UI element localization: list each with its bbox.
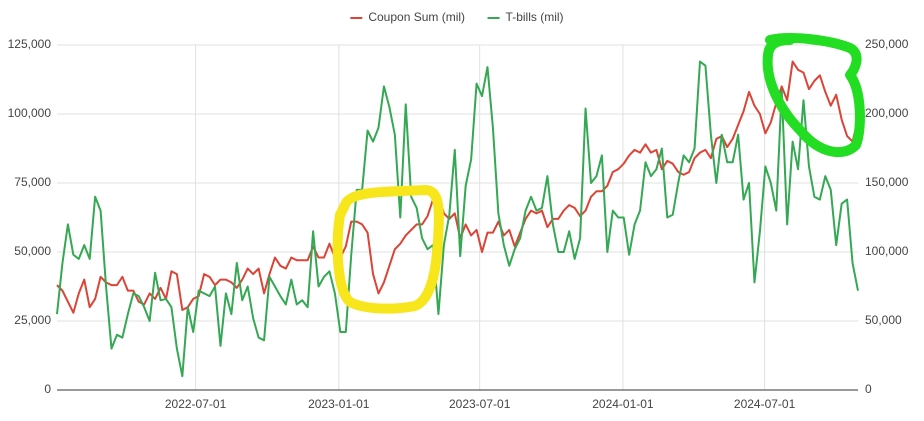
y-tick-label: 0 xyxy=(44,382,51,396)
y2-tick-label: 100,000 xyxy=(865,244,909,258)
plot-area: 0 25,000 50,000 75,000 100,000 125,000 0 50,000… xyxy=(8,37,909,411)
y-tick-label: 25,000 xyxy=(14,313,51,327)
legend-label: T-bills (mil) xyxy=(506,10,564,24)
y-tick-label: 100,000 xyxy=(8,106,52,120)
x-tick-label: 2022-07-01 xyxy=(165,397,227,411)
y-tick-label: 75,000 xyxy=(14,175,51,189)
green-highlight xyxy=(762,33,865,157)
x-tick-label: 2023-07-01 xyxy=(449,397,511,411)
y-tick-label: 125,000 xyxy=(8,37,52,51)
legend-label: Coupon Sum (mil) xyxy=(368,10,465,24)
y2-tick-label: 150,000 xyxy=(865,175,909,189)
legend: Coupon Sum (mil) T-bills (mil) xyxy=(350,10,564,24)
highlights xyxy=(332,33,865,314)
series-line xyxy=(56,60,859,314)
y2-tick-label: 200,000 xyxy=(865,106,909,120)
series-line xyxy=(56,60,859,378)
x-tick-label: 2024-01-01 xyxy=(592,397,654,411)
x-tick-label: 2024-07-01 xyxy=(734,397,796,411)
y2-tick-label: 250,000 xyxy=(865,37,909,51)
y2-tick-label: 0 xyxy=(865,382,872,396)
yellow-highlight xyxy=(332,185,444,314)
y2-tick-label: 50,000 xyxy=(865,313,902,327)
y-tick-label: 50,000 xyxy=(14,244,51,258)
x-tick-label: 2023-01-01 xyxy=(308,397,370,411)
